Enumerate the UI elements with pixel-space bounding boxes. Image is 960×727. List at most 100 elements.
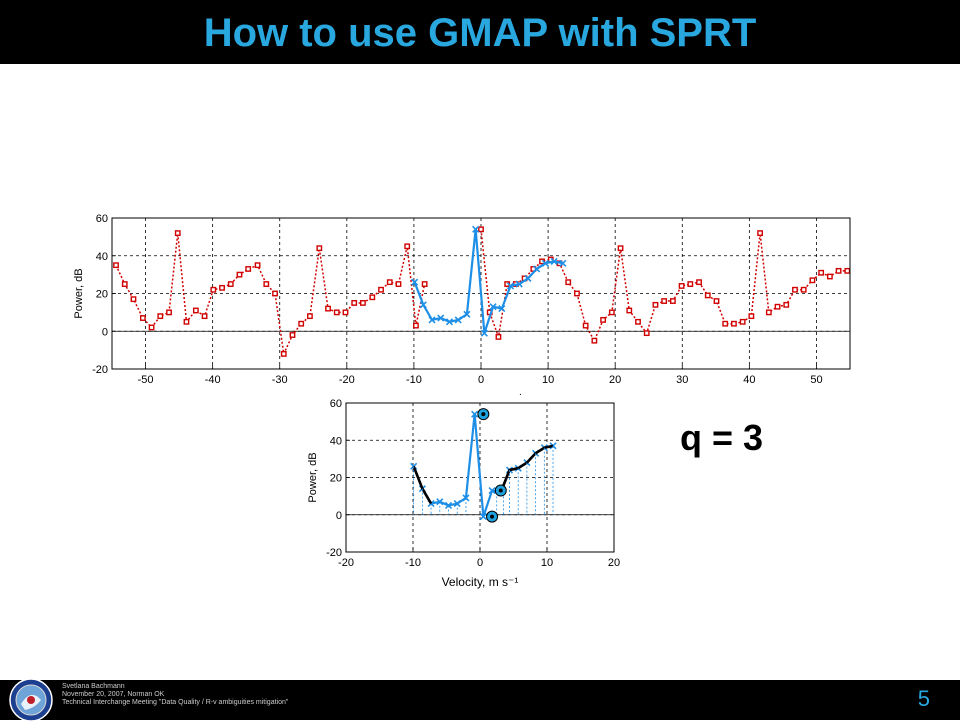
stray-dot: . [519,387,522,398]
title-bar [0,0,960,64]
y-tick-label: 60 [330,398,342,410]
red-series-marker [792,286,798,293]
red-series-marker [280,351,287,357]
red-series-marker [818,269,825,276]
red-series-marker [696,279,702,286]
red-series-marker [254,262,261,269]
x-tick-label: -20 [339,374,355,386]
blue-series-marker [480,329,488,337]
blue-series-marker [428,316,436,324]
blue-series-marker [488,486,496,495]
footer-meeting: Technical Interchange Meeting "Data Qual… [62,699,289,706]
y-tick-label: 0 [336,510,342,522]
x-tick-label: -10 [405,557,421,569]
y-tick-label: 0 [102,326,108,338]
red-series-marker [289,332,296,338]
red-series-marker [800,286,807,293]
blue-series-marker [515,280,523,288]
red-series-marker [360,300,366,306]
slide-title: How to use GMAP with SPRT [203,11,757,55]
x-tick-label: 30 [676,374,688,386]
y-tick-label: -20 [92,364,108,376]
y-tick-label: 20 [330,473,342,485]
y-tick-label: 60 [96,213,108,225]
y-tick-label: 20 [96,289,108,301]
top-spectrum-chart: -50 -40 -30 -20 -10 0 10 20 30 40 50 -20 0 20 40 60 Powe… [73,213,851,386]
red-series-marker [342,309,349,316]
y-axis-label: Power, dB [73,268,85,318]
blue-series-marker [498,305,506,313]
x-axis-label: Velocity, m s⁻¹ [442,575,519,589]
red-series-marker [263,281,270,287]
red-series-marker [669,298,676,304]
red-series-marker [245,266,252,272]
red-series-marker [826,273,833,280]
x-tick-label: 20 [609,374,621,386]
x-tick-label: 10 [542,374,554,386]
red-series-marker [272,290,278,297]
x-tick-label: 50 [810,374,822,386]
red-series-marker [369,294,376,301]
red-series-marker [608,309,615,316]
red-series-marker [413,322,419,329]
red-series-marker [351,300,358,306]
page-number: 5 [917,686,930,711]
footer-author: Svetlana Bachmann [62,683,125,690]
red-series-marker [121,281,128,287]
red-series-marker [421,281,428,287]
footer-text: Svetlana Bachmann November 20, 2007, Nor… [62,683,288,707]
red-series-marker [166,309,172,316]
red-series-marker [298,320,305,327]
red-series-marker [809,277,816,284]
q-label: q = 3 [680,417,763,458]
red-series-marker [210,286,217,293]
red-series-marker [835,267,842,274]
x-tick-label: 0 [477,557,483,569]
blue-series-marker [550,257,558,265]
blue-series-marker [436,498,444,506]
red-series-marker [183,318,190,325]
red-series-marker [591,337,598,344]
blue-series-marker [506,282,515,290]
red-series-marker [495,334,502,340]
red-series-marker [652,301,659,308]
x-tick-label: -10 [406,374,422,386]
blue-series-marker [463,310,471,318]
red-series-marker [201,313,208,320]
y-tick-label: 40 [96,251,108,263]
red-series-marker [678,283,685,289]
x-tick-label: -50 [138,374,154,386]
red-series-marker [227,281,234,287]
blue-series-marker [462,494,470,502]
red-series-marker [722,320,729,327]
x-tick-label: -30 [272,374,288,386]
red-series-marker [395,281,402,287]
red-series-marker [139,315,146,321]
x-tick-label: -20 [338,557,354,569]
red-series-marker [739,318,746,325]
y-tick-label: -20 [326,547,342,559]
red-series-marker [316,245,323,252]
red-series-marker [333,309,340,316]
red-series-marker [661,298,668,304]
circled-point-center [498,488,503,493]
red-series-marker [731,320,737,327]
y-axis-label: Power, dB [307,452,319,502]
red-series-marker [704,292,711,299]
footer-bar [0,680,960,720]
red-series-marker [643,330,650,337]
blue-series-marker [419,301,427,309]
blue-series-marker [472,225,480,233]
red-series-marker [765,309,772,316]
blue-series-marker [533,265,541,273]
blue-series-marker [489,303,497,311]
y-tick-label: 40 [330,435,342,447]
red-series-marker [783,301,790,308]
red-series-marker [236,271,243,278]
red-series-marker [713,298,720,304]
x-tick-label: 10 [541,557,553,569]
blue-series-marker [471,410,479,418]
red-series-marker [378,286,384,293]
red-series-marker [565,279,572,286]
red-series-marker [600,317,607,323]
